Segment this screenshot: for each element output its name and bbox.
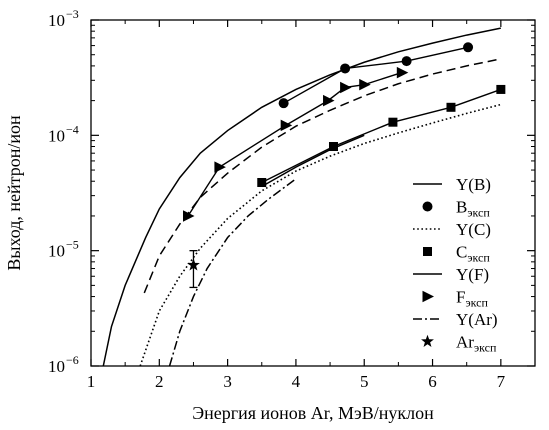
y-tick-label: 10: [48, 357, 65, 376]
data-point-square: [496, 84, 506, 94]
legend-label: Y(F): [456, 265, 489, 284]
legend-label: Fэксп: [456, 288, 488, 310]
data-point-triangle-right: [280, 119, 293, 132]
x-tick-label: 3: [223, 372, 232, 391]
legend-marker-square: [423, 247, 432, 256]
x-axis-title: Энергия ионов Ar, МэВ/нуклон: [192, 403, 434, 423]
y-tick-exponent: −3: [66, 7, 79, 21]
legend-label: Cэксп: [456, 243, 490, 265]
plot-frame: [90, 19, 536, 367]
data-point-circle: [463, 42, 474, 53]
data-point-triangle-right: [396, 66, 409, 79]
x-tick-label: 5: [360, 372, 369, 391]
x-tick-label: 2: [155, 372, 164, 391]
x-tick-label: 4: [292, 372, 301, 391]
y-tick-label: 10: [48, 242, 65, 261]
x-tick-label: 1: [87, 372, 96, 391]
data-point-square: [328, 142, 338, 152]
series-line: [139, 103, 502, 367]
legend-label: Bэксп: [456, 198, 490, 220]
series-line: [102, 27, 501, 367]
legend-label-subscript: эксп: [474, 341, 497, 355]
legend-marker-triangle-right: [422, 290, 434, 303]
data-point-circle: [278, 98, 289, 109]
series-connector: [261, 88, 502, 184]
legend-label-subscript: эксп: [467, 206, 490, 220]
y-tick-exponent: −4: [66, 122, 79, 136]
data-point-triangle-right: [359, 78, 371, 91]
data-point-square: [388, 117, 398, 127]
data-point-triangle-right: [340, 81, 352, 94]
legend-label: Arэксп: [456, 333, 497, 355]
axis-ticks: 1 2 3 4 5 6 710−610−510−410−3: [48, 7, 535, 391]
legend-label: Y(C): [456, 220, 491, 239]
series-connector: [283, 46, 469, 104]
y-tick-exponent: −5: [66, 238, 79, 252]
data-point-triangle-right: [182, 210, 195, 222]
legend-marker-circle: [422, 201, 433, 212]
data-point-triangle-right: [323, 94, 335, 107]
legend-label: Y(Ar): [456, 310, 498, 329]
y-tick-label: 10: [48, 11, 65, 30]
x-tick-label: 6: [428, 372, 437, 391]
y-tick-exponent: −6: [66, 353, 79, 367]
data-point-square: [257, 177, 267, 187]
data-point-triangle-right: [214, 161, 226, 173]
data-point-circle: [401, 56, 412, 67]
legend-label-subscript: эксп: [467, 251, 490, 265]
series-lines: [102, 27, 502, 367]
series-line: [261, 134, 365, 188]
legend-marker-star: [421, 334, 434, 347]
x-tick-label: 7: [497, 372, 506, 391]
y-tick-label: 10: [48, 126, 65, 145]
data-point-star: [187, 258, 200, 271]
legend-label: Y(B): [456, 175, 491, 194]
data-point-circle: [340, 63, 351, 74]
y-axis-title: Выход, нейтрон/ион: [4, 115, 24, 271]
series-line: [168, 178, 297, 367]
series-line: [143, 58, 502, 294]
legend-label-subscript: эксп: [465, 296, 488, 310]
series-markers: [182, 42, 506, 289]
data-point-square: [446, 102, 456, 112]
